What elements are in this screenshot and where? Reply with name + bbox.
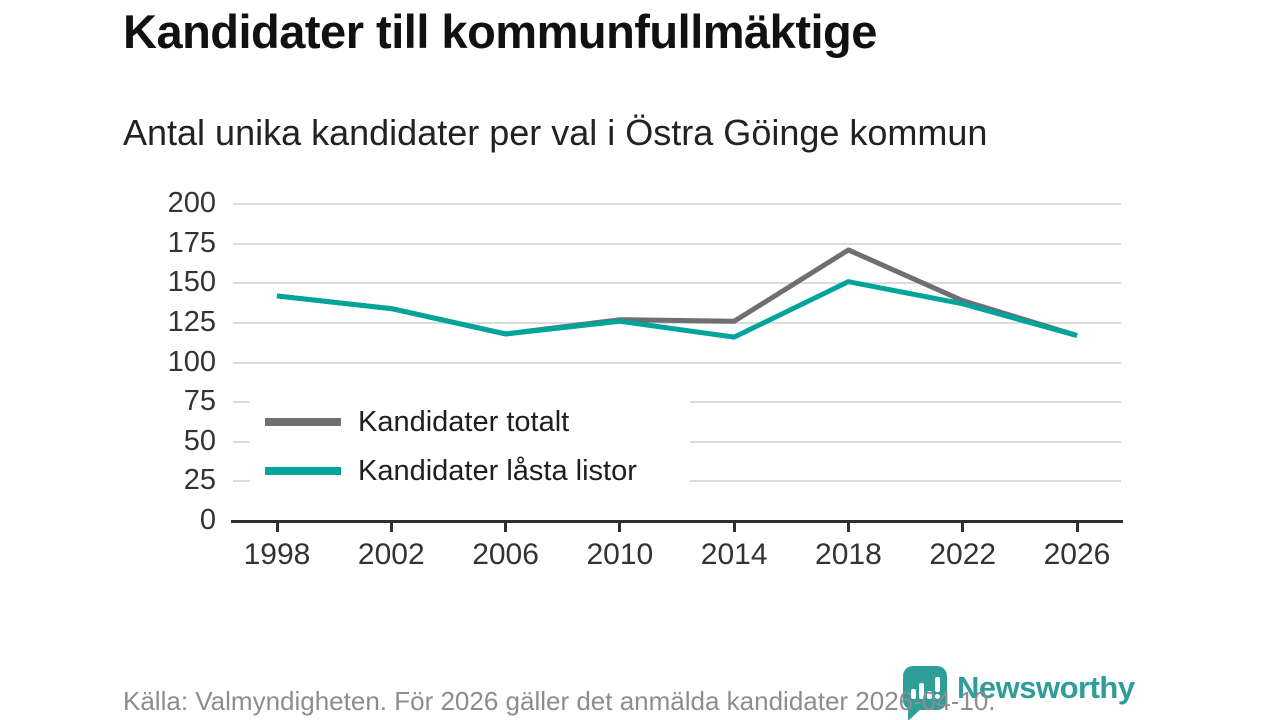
series-line-lasta-listor: [276, 279, 1078, 340]
x-axis-tick: [275, 523, 279, 532]
x-tick-label: 2014: [700, 538, 768, 571]
y-tick-label: 75: [183, 385, 216, 418]
y-tick-label: 200: [167, 187, 216, 219]
x-axis-tick: [389, 523, 393, 532]
x-axis-line: [231, 520, 1123, 523]
gridline: [233, 361, 1121, 364]
x-tick-label: 1998: [243, 538, 311, 571]
x-axis-tick: [732, 523, 736, 532]
logo-bar-icon: [918, 683, 924, 699]
x-axis-tick: [504, 523, 508, 532]
y-tick-label: 150: [167, 266, 216, 299]
x-axis-tick: [1075, 523, 1079, 532]
legend-item-total: Kandidater totalt: [250, 406, 690, 439]
legend-label-total: Kandidater totalt: [358, 405, 570, 438]
logo-exclamation-icon: [934, 677, 940, 699]
chart-subtitle: Antal unika kandidater per val i Östra G…: [123, 112, 988, 153]
line-chart-svg: [276, 247, 1078, 340]
newsworthy-wordmark: Newsworthy: [957, 670, 1135, 705]
x-axis-tick: [961, 523, 965, 532]
y-tick-label: 175: [167, 226, 216, 259]
gridline: [233, 282, 1121, 285]
chart-legend: Kandidater totalt Kandidater låsta listo…: [250, 396, 690, 497]
y-tick-label: 25: [183, 464, 216, 497]
logo-bubble-tail: [908, 708, 922, 720]
x-axis-tick: [618, 523, 622, 532]
y-tick-label: 50: [183, 424, 216, 457]
x-tick-label: 2018: [815, 538, 882, 571]
page-title: Kandidater till kommunfullmäktige: [123, 5, 877, 58]
x-axis-tick: [846, 523, 850, 532]
y-tick-label: 125: [167, 305, 216, 338]
logo-bar-icon: [926, 691, 932, 699]
legend-swatch-total: [265, 418, 341, 426]
x-tick-label: 2002: [357, 538, 425, 571]
x-tick-label: 2010: [586, 538, 654, 571]
logo-bar-icon: [910, 689, 916, 699]
newsworthy-logo-icon: [903, 666, 947, 720]
legend-item-locked: Kandidater låsta listor: [250, 455, 690, 488]
y-tick-label: 100: [167, 345, 216, 378]
newsworthy-logo: Newsworthy: [903, 666, 1135, 720]
gridline: [233, 203, 1121, 205]
x-tick-label: 2026: [1043, 538, 1111, 571]
x-tick-label: 2006: [472, 538, 539, 571]
legend-swatch-locked: [265, 467, 341, 475]
source-note: Källa: Valmyndigheten. För 2026 gäller d…: [123, 686, 996, 716]
gridline: [233, 242, 1121, 245]
legend-label-locked: Kandidater låsta listor: [358, 454, 637, 487]
y-tick-label: 0: [199, 504, 216, 536]
x-tick-label: 2022: [929, 538, 997, 571]
series-line-totalt: [276, 247, 1078, 338]
